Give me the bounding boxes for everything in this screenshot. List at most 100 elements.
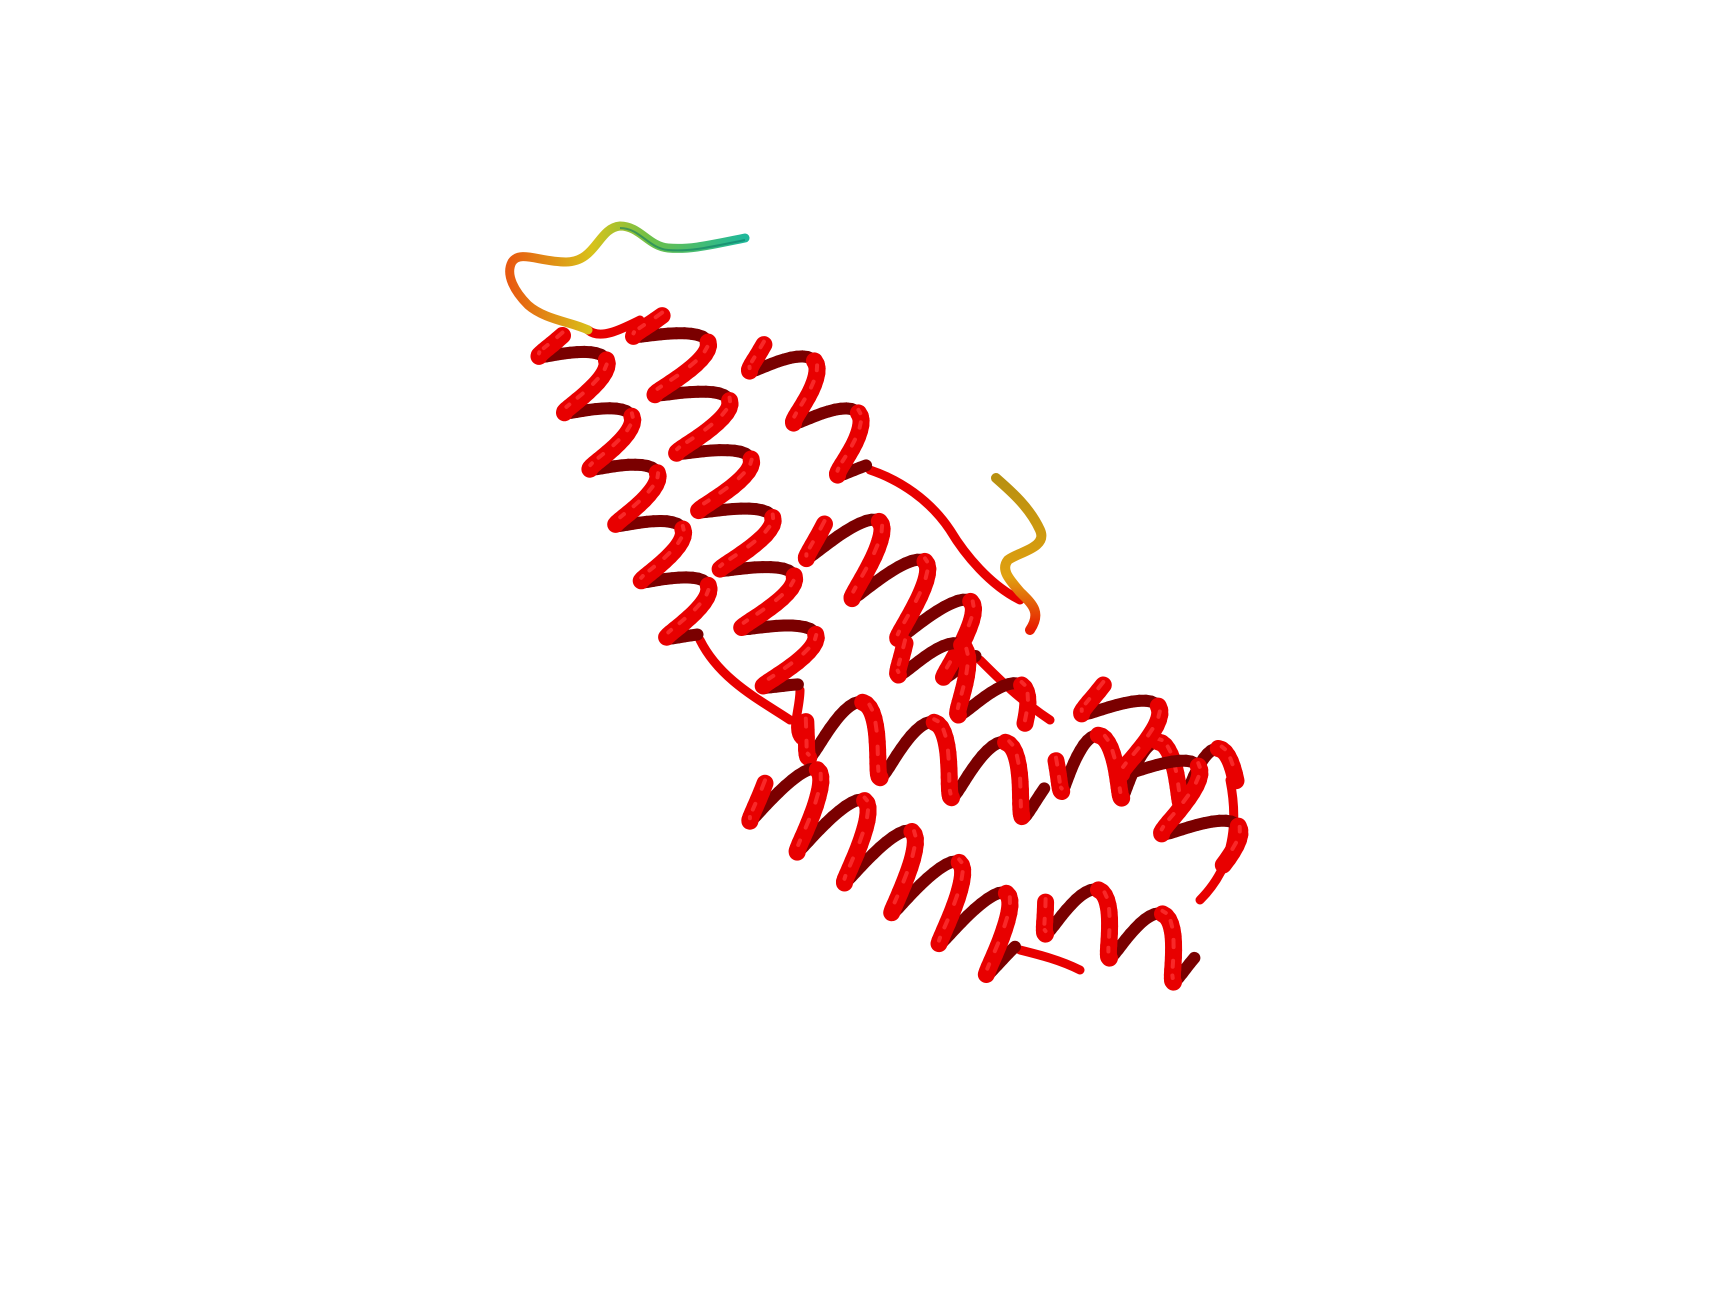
helix-ribbon-segment [684,628,704,642]
helix-highlight [625,423,633,433]
helix-highlight [653,310,665,320]
helix-ribbon-segment [607,514,626,533]
helix-ribbon-segment [646,385,664,404]
helix-ribbon-segment [1183,951,1201,970]
helix-highlight [750,355,757,364]
helix-highlight [857,831,865,845]
helix-highlight [596,452,606,460]
helix-highlight [895,668,901,674]
helix-highlight [655,384,663,391]
helix-highlight [1083,697,1092,706]
helix-ribbon-segment [1002,940,1021,960]
helix-highlight [992,941,1001,954]
helix-highlight [1176,782,1181,793]
helix-highlight [873,720,879,733]
helix-highlight [750,801,758,812]
helix-highlight [766,673,776,681]
n-terminus-coil [505,221,750,335]
coil-loop [1195,775,1239,905]
helix-highlight [964,664,970,676]
helix-ribbon-segment [754,675,774,695]
helix-highlight [959,685,966,696]
helix-highlight [1023,711,1029,723]
helix-highlight [955,702,961,711]
helix-highlight [541,343,550,351]
helix-highlight [941,727,948,738]
helix-highlight [741,618,750,625]
helix-highlight [807,540,815,550]
helix-highlight [646,484,655,494]
helix-highlight [867,702,874,712]
helix-highlight [1228,756,1235,767]
alpha-helix [889,634,1037,732]
alpha-helix [1073,676,1249,874]
helix-highlight [1131,746,1141,756]
helix-highlight [942,918,950,930]
helix-highlight [629,411,635,419]
helix-highlight [813,633,819,642]
helix-highlight [1196,761,1202,769]
coil-loop [695,635,795,725]
helix-highlight [799,397,807,407]
helix-ribbon-segment [935,666,954,686]
helix-highlight [902,613,910,625]
helix-highlight [1002,915,1009,929]
helix-highlight [591,376,600,386]
helix-ribbon-segment [1033,782,1051,801]
helix-highlight [932,717,940,724]
helix-highlight [923,569,930,580]
helix-highlight [805,751,811,757]
helix-highlight [759,778,767,791]
helix-ribbon-segment [1100,948,1118,967]
alpha-helix [741,336,873,484]
n-terminus-coil-shade [619,227,746,252]
helix-highlight [803,817,811,830]
alpha-helix [797,512,982,686]
helix-highlight [1117,786,1123,794]
helix-highlight [1146,727,1155,738]
helix-highlight [895,629,901,637]
helix-ribbon-segment [977,963,996,983]
helix-highlight [746,539,757,549]
helix-highlight [937,935,942,943]
helix-highlight [1102,890,1109,899]
helix-highlight [985,962,992,971]
helix-ribbon-segment [625,326,643,345]
helix-highlight [1014,753,1021,765]
helix-highlight [801,646,811,656]
helix-highlight [862,795,869,803]
helix-highlight [687,359,698,369]
helix-highlight [720,407,729,417]
helix-highlight [788,578,796,588]
helix-highlight [755,607,766,616]
helix-highlight [782,661,794,670]
helix-highlight [901,871,909,884]
helix-highlight [1007,739,1015,747]
helix-highlight [1019,680,1027,687]
helix-highlight [840,454,848,464]
helix-highlight [763,524,772,534]
helix-highlight [718,486,729,495]
helix-highlight [1096,680,1106,691]
helix-ribbon-segment [1214,850,1237,874]
helix-highlight [809,379,816,390]
helix-ribbon-segment [668,443,686,462]
helix-highlight [602,362,609,372]
helix-highlight [704,588,711,597]
helix-highlight [1165,744,1173,754]
helix-highlight [860,566,869,578]
helix-highlight [1156,736,1164,742]
coil-loop [975,655,1055,725]
helix-ribbon-segment [942,788,960,807]
helix-highlight [736,471,746,481]
helix-highlight [847,856,855,868]
helix-highlight [1168,918,1175,929]
helix-highlight [865,808,870,820]
helix-highlight [959,870,965,881]
helix-highlight [1054,755,1060,767]
helix-highlight [818,519,827,531]
helix-highlight [851,585,858,594]
helix-highlight [792,411,798,419]
